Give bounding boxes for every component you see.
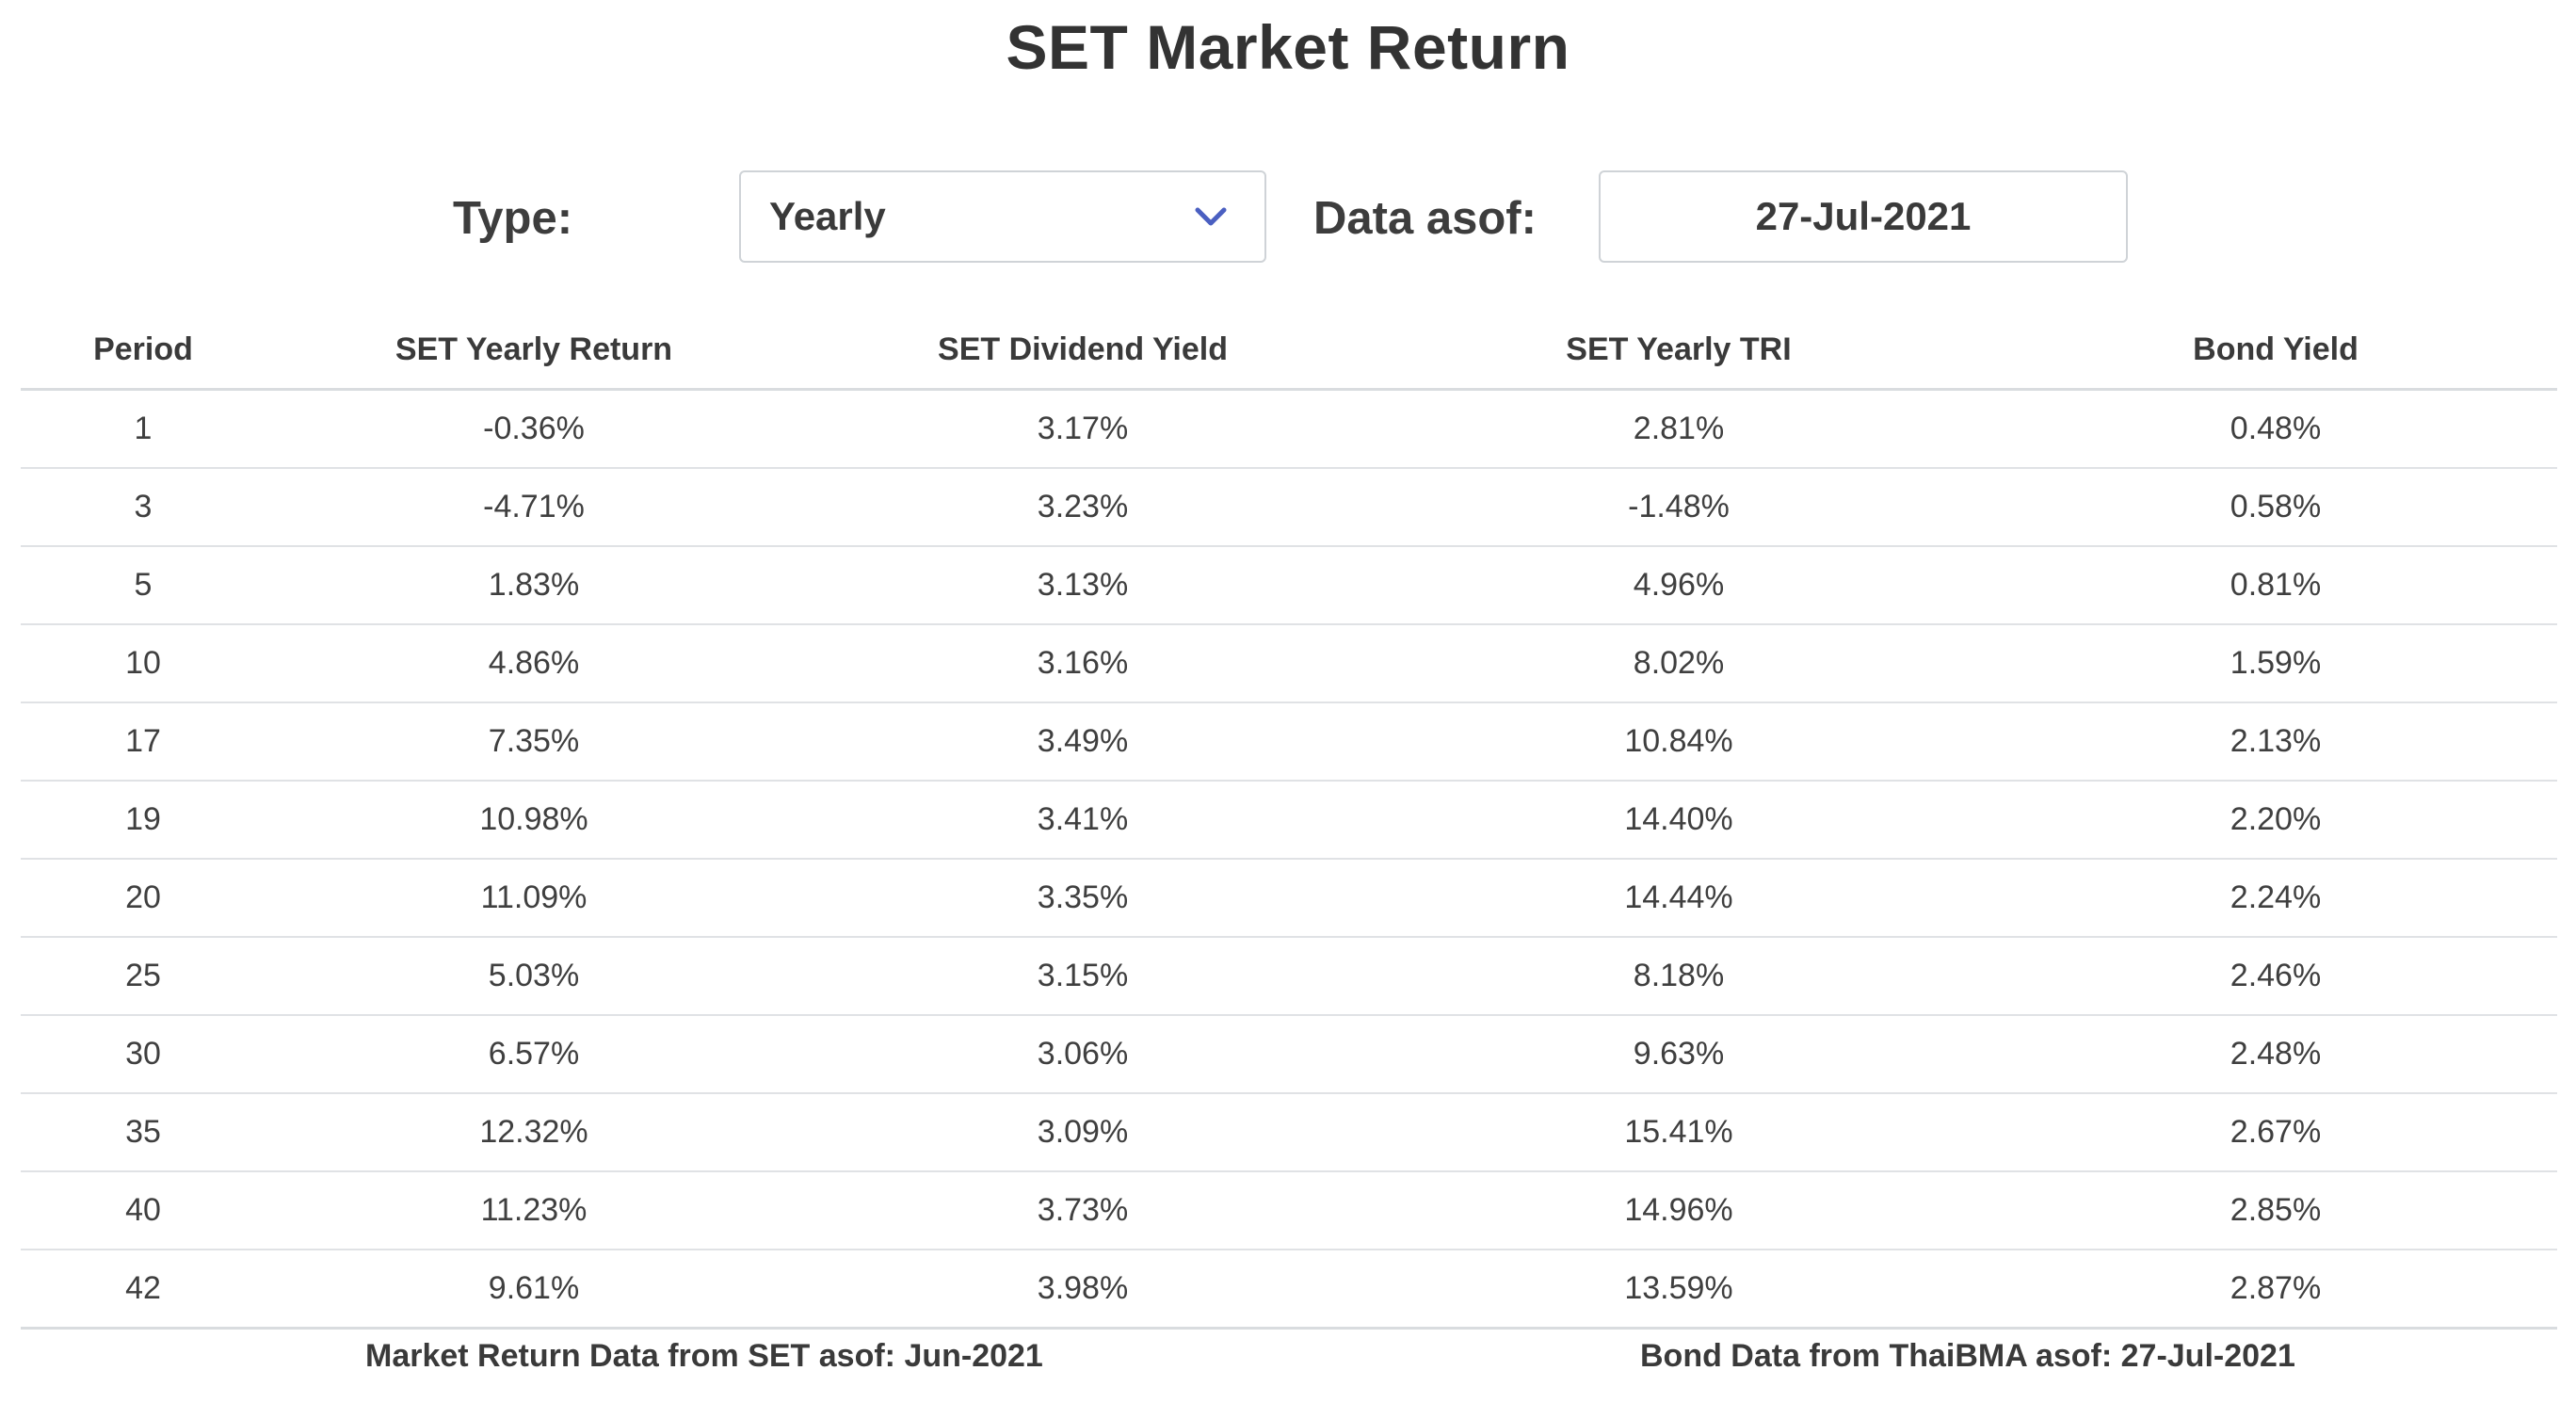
type-select-value: Yearly — [769, 194, 886, 238]
header-bond-yield: Bond Yield — [1994, 311, 2557, 391]
header-period: Period — [21, 311, 266, 391]
cell-period: 1 — [21, 389, 266, 469]
table-row: 10 4.86% 3.16% 8.02% 1.59% — [21, 624, 2557, 703]
cell-period: 25 — [21, 937, 266, 1016]
cell-yearly-tri: 14.96% — [1363, 1171, 1994, 1250]
cell-yearly-tri: 14.44% — [1363, 859, 1994, 938]
cell-dividend-yield: 3.17% — [802, 389, 1363, 469]
cell-yearly-return: -0.36% — [266, 389, 802, 469]
cell-dividend-yield: 3.41% — [802, 781, 1363, 860]
cell-yearly-return: 4.86% — [266, 624, 802, 703]
header-yearly-tri: SET Yearly TRI — [1363, 311, 1994, 391]
cell-dividend-yield: 3.23% — [802, 468, 1363, 547]
cell-yearly-return: 11.23% — [266, 1171, 802, 1250]
table-row: 3 -4.71% 3.23% -1.48% 0.58% — [21, 468, 2557, 547]
table-row: 19 10.98% 3.41% 14.40% 2.20% — [21, 781, 2557, 860]
cell-period: 20 — [21, 859, 266, 938]
cell-period: 35 — [21, 1093, 266, 1172]
page-title: SET Market Return — [1006, 12, 1570, 82]
cell-bond-yield: 2.13% — [1994, 702, 2557, 782]
cell-bond-yield: 2.87% — [1994, 1250, 2557, 1330]
table-row: 17 7.35% 3.49% 10.84% 2.13% — [21, 702, 2557, 782]
type-select[interactable]: Yearly — [739, 170, 1266, 263]
bond-data-source-note: Bond Data from ThaiBMA asof: 27-Jul-2021 — [1640, 1338, 2295, 1374]
cell-bond-yield: 2.67% — [1994, 1093, 2557, 1172]
cell-bond-yield: 0.58% — [1994, 468, 2557, 547]
cell-yearly-tri: 8.02% — [1363, 624, 1994, 703]
chevron-down-icon — [1195, 207, 1227, 226]
cell-yearly-tri: 8.18% — [1363, 937, 1994, 1016]
cell-dividend-yield: 3.49% — [802, 702, 1363, 782]
header-dividend-yield: SET Dividend Yield — [802, 311, 1363, 391]
cell-yearly-return: 6.57% — [266, 1015, 802, 1094]
cell-period: 3 — [21, 468, 266, 547]
cell-bond-yield: 2.24% — [1994, 859, 2557, 938]
cell-period: 17 — [21, 702, 266, 782]
cell-bond-yield: 0.48% — [1994, 389, 2557, 469]
cell-yearly-tri: 2.81% — [1363, 389, 1994, 469]
cell-yearly-return: -4.71% — [266, 468, 802, 547]
cell-yearly-tri: 13.59% — [1363, 1250, 1994, 1330]
cell-yearly-return: 12.32% — [266, 1093, 802, 1172]
cell-yearly-return: 1.83% — [266, 546, 802, 625]
filter-controls: Type: Yearly Data asof: 27-Jul-2021 — [0, 0, 2576, 282]
cell-bond-yield: 2.46% — [1994, 937, 2557, 1016]
cell-dividend-yield: 3.16% — [802, 624, 1363, 703]
table-row: 20 11.09% 3.35% 14.44% 2.24% — [21, 859, 2557, 938]
cell-period: 30 — [21, 1015, 266, 1094]
cell-dividend-yield: 3.98% — [802, 1250, 1363, 1330]
cell-bond-yield: 1.59% — [1994, 624, 2557, 703]
table-row: 42 9.61% 3.98% 13.59% 2.87% — [21, 1250, 2557, 1330]
cell-yearly-return: 5.03% — [266, 937, 802, 1016]
table-header-row: Period SET Yearly Return SET Dividend Yi… — [21, 311, 2557, 391]
cell-yearly-return: 9.61% — [266, 1250, 802, 1330]
header-yearly-return: SET Yearly Return — [266, 311, 802, 391]
cell-yearly-tri: 4.96% — [1363, 546, 1994, 625]
market-return-table: Period SET Yearly Return SET Dividend Yi… — [21, 311, 2557, 1330]
cell-dividend-yield: 3.13% — [802, 546, 1363, 625]
market-data-source-note: Market Return Data from SET asof: Jun-20… — [365, 1338, 1043, 1374]
cell-dividend-yield: 3.06% — [802, 1015, 1363, 1094]
table-row: 30 6.57% 3.06% 9.63% 2.48% — [21, 1015, 2557, 1094]
cell-period: 42 — [21, 1250, 266, 1330]
table-row: 5 1.83% 3.13% 4.96% 0.81% — [21, 546, 2557, 625]
cell-yearly-return: 11.09% — [266, 859, 802, 938]
asof-label: Data asof: — [1313, 193, 1537, 244]
table-row: 25 5.03% 3.15% 8.18% 2.46% — [21, 937, 2557, 1016]
cell-dividend-yield: 3.15% — [802, 937, 1363, 1016]
cell-yearly-tri: -1.48% — [1363, 468, 1994, 547]
cell-period: 40 — [21, 1171, 266, 1250]
cell-dividend-yield: 3.73% — [802, 1171, 1363, 1250]
cell-dividend-yield: 3.35% — [802, 859, 1363, 938]
table-row: 35 12.32% 3.09% 15.41% 2.67% — [21, 1093, 2557, 1172]
cell-period: 5 — [21, 546, 266, 625]
table-row: 1 -0.36% 3.17% 2.81% 0.48% — [21, 389, 2557, 469]
cell-period: 10 — [21, 624, 266, 703]
cell-yearly-tri: 10.84% — [1363, 702, 1994, 782]
cell-yearly-return: 10.98% — [266, 781, 802, 860]
cell-bond-yield: 2.85% — [1994, 1171, 2557, 1250]
cell-dividend-yield: 3.09% — [802, 1093, 1363, 1172]
cell-bond-yield: 2.20% — [1994, 781, 2557, 860]
cell-yearly-tri: 9.63% — [1363, 1015, 1994, 1094]
asof-date-field[interactable]: 27-Jul-2021 — [1599, 170, 2128, 263]
cell-yearly-tri: 15.41% — [1363, 1093, 1994, 1172]
cell-bond-yield: 2.48% — [1994, 1015, 2557, 1094]
cell-yearly-return: 7.35% — [266, 702, 802, 782]
cell-period: 19 — [21, 781, 266, 860]
cell-yearly-tri: 14.40% — [1363, 781, 1994, 860]
type-label: Type: — [453, 193, 573, 244]
table-row: 40 11.23% 3.73% 14.96% 2.85% — [21, 1171, 2557, 1250]
cell-bond-yield: 0.81% — [1994, 546, 2557, 625]
